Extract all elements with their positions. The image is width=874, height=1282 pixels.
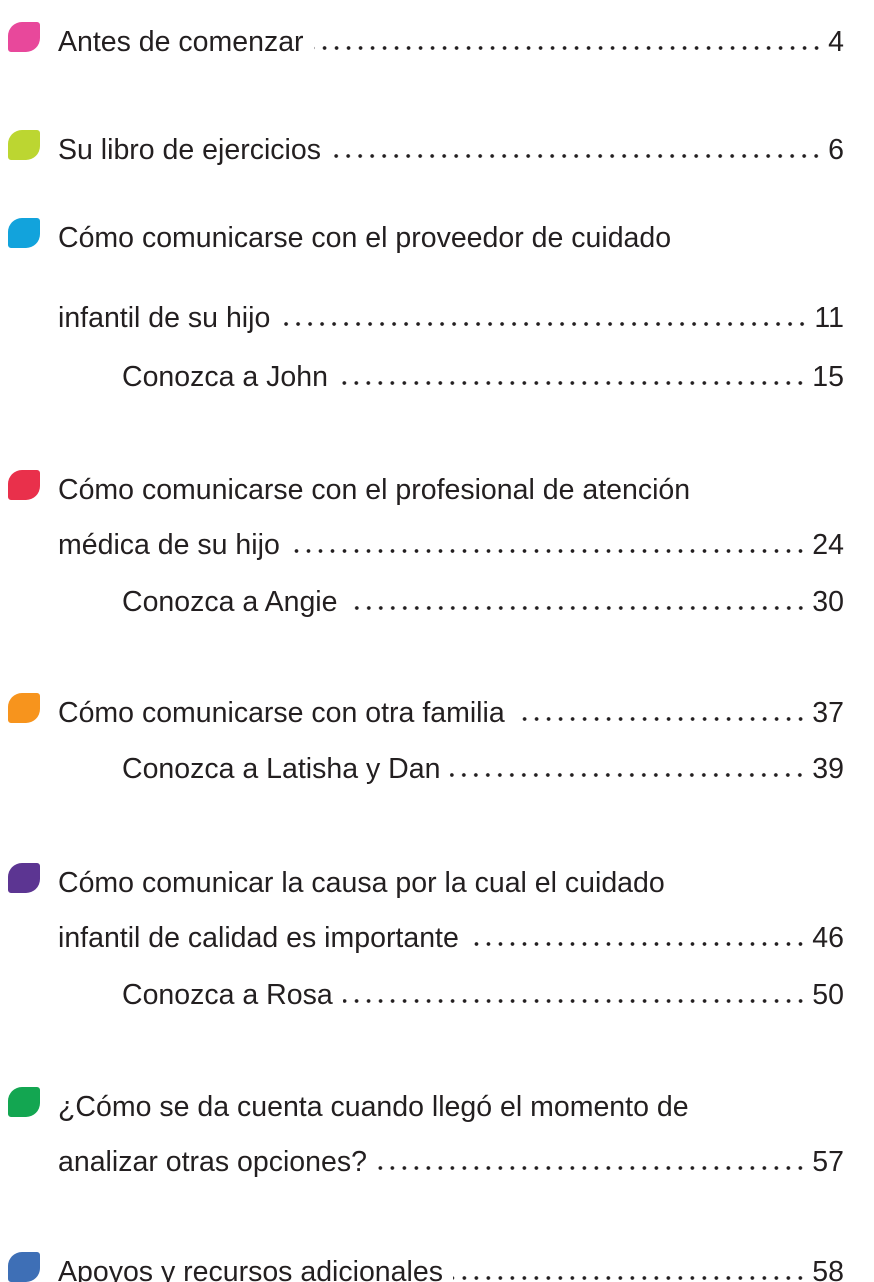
toc-line: médica de su hijo 24 <box>58 525 844 565</box>
section-icon <box>8 693 40 723</box>
toc-line: Cómo comunicarse con el proveedor de cui… <box>58 218 844 258</box>
toc-line: Antes de comenzar 4 <box>58 22 844 62</box>
dot-leader <box>514 713 807 725</box>
page-number: 39 <box>812 753 844 785</box>
dot-leader <box>468 938 807 950</box>
toc-line: infantil de calidad es importante 46 <box>58 918 844 958</box>
page-number: 50 <box>812 979 844 1011</box>
toc-line: Su libro de ejercicios 6 <box>58 130 844 170</box>
dot-leader <box>347 602 807 614</box>
dot-leader <box>289 545 807 557</box>
toc-line: Cómo comunicar la causa por la cual el c… <box>58 863 844 903</box>
toc-line: infantil de su hijo 11 <box>58 298 844 338</box>
entry-title: infantil de su hijo <box>58 302 271 334</box>
entry-title: Apoyos y recursos adicionales <box>58 1256 443 1282</box>
toc-line: Apoyos y recursos adicionales 58 <box>58 1252 844 1282</box>
toc-line: Cómo comunicarse con otra familia 37 <box>58 693 844 733</box>
section-icon <box>8 130 40 160</box>
subentry-title: Conozca a Latisha y Dan <box>122 753 441 785</box>
page-number: 4 <box>828 26 844 58</box>
toc-line: analizar otras opciones? 57 <box>58 1142 844 1182</box>
toc-subentry: Conozca a Latisha y Dan 39 <box>122 749 844 789</box>
entry-title: médica de su hijo <box>58 529 280 561</box>
page-number: 6 <box>828 134 844 166</box>
section-icon <box>8 218 40 248</box>
page-number: 37 <box>812 697 844 729</box>
toc-line: Cómo comunicarse con el profesional de a… <box>58 470 844 510</box>
entry-title: Cómo comunicar la causa por la cual el c… <box>58 867 665 899</box>
toc-subentry: Conozca a John 15 <box>122 357 844 397</box>
entry-title: Su libro de ejercicios <box>58 134 321 166</box>
page-number: 11 <box>814 302 844 334</box>
dot-leader <box>376 1162 807 1174</box>
subentry-title: Conozca a Rosa <box>122 979 333 1011</box>
entry-title: analizar otras opciones? <box>58 1146 367 1178</box>
section-icon <box>8 470 40 500</box>
dot-leader <box>330 150 823 162</box>
toc-subentry: Conozca a Rosa 50 <box>122 975 844 1015</box>
section-icon <box>8 1252 40 1282</box>
dot-leader <box>337 377 807 389</box>
dot-leader <box>280 318 809 330</box>
page-number: 24 <box>812 529 844 561</box>
page-number: 46 <box>812 922 844 954</box>
entry-title: ¿Cómo se da cuenta cuando llegó el momen… <box>58 1091 689 1123</box>
dot-leader <box>452 1272 807 1282</box>
subentry-title: Conozca a John <box>122 361 328 393</box>
dot-leader <box>450 769 807 781</box>
section-icon <box>8 863 40 893</box>
dot-leader <box>313 42 823 54</box>
entry-title: Cómo comunicarse con el profesional de a… <box>58 474 691 506</box>
page-number: 58 <box>812 1256 844 1282</box>
subentry-title: Conozca a Angie <box>122 586 338 618</box>
page-number: 15 <box>812 361 844 393</box>
page-number: 30 <box>812 586 844 618</box>
dot-leader <box>342 995 807 1007</box>
toc-line: ¿Cómo se da cuenta cuando llegó el momen… <box>58 1087 844 1127</box>
toc-subentry: Conozca a Angie 30 <box>122 582 844 622</box>
section-icon <box>8 22 40 52</box>
section-icon <box>8 1087 40 1117</box>
entry-title: Cómo comunicarse con otra familia <box>58 697 505 729</box>
entry-title: Antes de comenzar <box>58 26 304 58</box>
entry-title: Cómo comunicarse con el proveedor de cui… <box>58 222 672 254</box>
page-number: 57 <box>812 1146 844 1178</box>
entry-title: infantil de calidad es importante <box>58 922 459 954</box>
